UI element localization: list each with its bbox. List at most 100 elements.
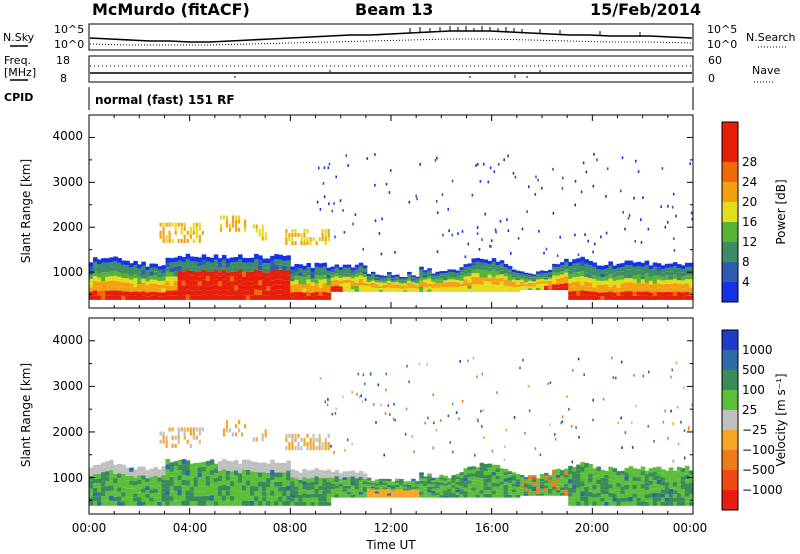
velocity-cell xyxy=(234,465,239,471)
velocity-cell xyxy=(310,501,316,506)
velocity-cell xyxy=(378,483,384,486)
velocity-cell xyxy=(197,462,203,468)
velocity-cell xyxy=(483,486,489,491)
power-cell xyxy=(515,270,521,273)
power-cell xyxy=(447,286,452,290)
velocity-cell xyxy=(636,493,642,498)
power-dot xyxy=(442,233,444,237)
velocity-cell xyxy=(604,482,609,487)
velocity-cell xyxy=(173,461,179,467)
power-dot xyxy=(634,239,636,243)
power-cell xyxy=(286,285,291,290)
power-cell xyxy=(608,274,613,279)
velocity-cell xyxy=(246,490,251,496)
power-cell xyxy=(443,284,448,288)
power-cell xyxy=(266,267,271,273)
velocity-cell xyxy=(540,481,545,484)
power-cell xyxy=(600,265,605,270)
velocity-cell xyxy=(632,476,638,481)
velocity-cell xyxy=(334,473,340,477)
power-cell xyxy=(572,290,577,296)
velocity-patch xyxy=(309,437,312,442)
power-dot xyxy=(593,152,595,156)
power-cell xyxy=(632,287,638,292)
velocity-cell xyxy=(560,475,565,479)
power-cell xyxy=(467,263,473,267)
power-cb-7 xyxy=(722,122,738,162)
power-patch xyxy=(294,241,297,246)
power-cell xyxy=(153,287,158,292)
velocity-cell xyxy=(298,483,303,488)
velocity-cell xyxy=(560,473,565,476)
velocity-cell xyxy=(302,501,307,506)
velocity-cell xyxy=(238,477,243,483)
velocity-patch xyxy=(285,446,288,451)
power-cell xyxy=(290,285,295,289)
power-cell xyxy=(370,287,376,290)
velocity-cell xyxy=(680,476,686,481)
velocity-cell xyxy=(471,480,477,484)
velocity-dot xyxy=(549,423,551,427)
power-cell xyxy=(93,280,98,286)
velocity-cell xyxy=(387,495,392,498)
velocity-cell xyxy=(568,496,573,502)
velocity-patch xyxy=(241,432,244,437)
velocity-cell xyxy=(680,484,686,490)
power-cell xyxy=(382,288,388,291)
power-cell xyxy=(672,270,678,275)
velocity-cell xyxy=(564,477,569,481)
power-cell xyxy=(640,271,646,276)
velocity-cell xyxy=(201,471,207,477)
power-patch xyxy=(168,222,171,227)
velocity-cell xyxy=(370,482,376,485)
power-dot xyxy=(389,169,392,172)
velocity-dot xyxy=(331,412,334,416)
velocity-cell xyxy=(455,484,460,488)
power-cell xyxy=(193,295,199,300)
power-cell xyxy=(338,286,344,290)
velocity-cell xyxy=(672,498,678,502)
velocity-cell xyxy=(684,496,690,502)
velocity-cell xyxy=(89,484,94,489)
power-cell xyxy=(161,265,167,270)
velocity-cell xyxy=(346,482,352,486)
power-patch xyxy=(306,237,309,242)
power-patch xyxy=(195,226,198,231)
power-cell xyxy=(229,262,235,267)
velocity-dot xyxy=(447,414,450,418)
power-cell xyxy=(286,275,291,281)
velocity-cell xyxy=(689,501,694,506)
power-cell xyxy=(306,263,311,268)
power-cell xyxy=(487,288,493,292)
velocity-cell xyxy=(278,501,283,506)
velocity-cell xyxy=(572,479,577,485)
velocity-cell xyxy=(306,482,311,487)
power-cell xyxy=(149,271,154,276)
velocity-dot xyxy=(575,426,577,429)
power-dot xyxy=(408,200,411,204)
power-cell xyxy=(89,283,94,288)
power-cell xyxy=(387,272,392,275)
power-patch xyxy=(231,219,235,224)
velocity-cell xyxy=(624,484,630,489)
velocity-patch xyxy=(162,435,165,440)
power-dot xyxy=(691,217,693,221)
power-cell xyxy=(548,272,553,275)
power-cell xyxy=(141,261,146,266)
velocity-cell xyxy=(378,487,384,490)
velocity-cell xyxy=(431,495,436,498)
velocity-cell xyxy=(117,468,122,474)
power-cell xyxy=(209,257,215,263)
power-cell xyxy=(254,289,259,295)
power-dot xyxy=(535,175,537,179)
power-cb-tick-8: 8 xyxy=(742,255,750,269)
velocity-cell xyxy=(596,475,601,480)
power-cell xyxy=(306,295,311,300)
velocity-cell xyxy=(97,464,102,470)
velocity-cell xyxy=(511,492,517,495)
velocity-cell xyxy=(523,477,529,480)
power-cell xyxy=(676,276,682,281)
velocity-cell xyxy=(503,481,509,485)
velocity-patch xyxy=(180,427,183,432)
velocity-cell xyxy=(137,492,142,498)
